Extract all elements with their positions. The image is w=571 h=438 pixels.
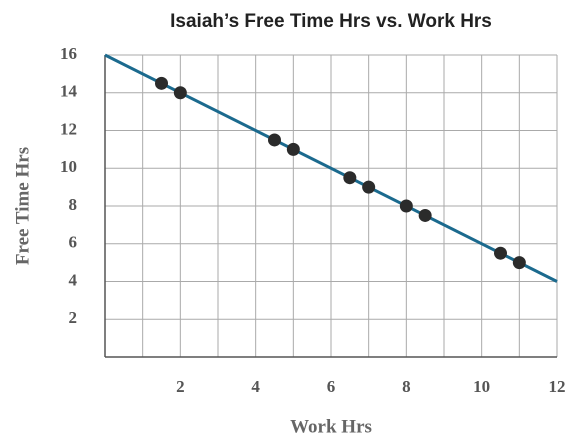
x-tick-label: 12 <box>549 377 566 396</box>
y-tick-label: 2 <box>69 308 78 327</box>
x-tick-label: 10 <box>473 377 490 396</box>
x-tick-label: 2 <box>176 377 185 396</box>
x-axis-label: Work Hrs <box>290 416 372 437</box>
y-tick-label: 14 <box>60 82 78 101</box>
point <box>362 180 376 194</box>
y-tick-label: 4 <box>69 270 78 289</box>
y-tick-label: 8 <box>69 195 78 214</box>
x-tick-label: 8 <box>402 377 411 396</box>
point <box>512 256 526 270</box>
chart-title: Isaiah’s Free Time Hrs vs. Work Hrs <box>170 11 492 32</box>
y-axis-label: Free Time Hrs <box>12 147 33 265</box>
y-tick-label: 12 <box>60 119 77 138</box>
point <box>173 86 187 100</box>
point <box>399 199 413 213</box>
x-tick-label: 6 <box>327 377 336 396</box>
point <box>418 208 432 222</box>
y-tick-label: 10 <box>60 157 77 176</box>
point <box>343 171 357 185</box>
y-tick-label: 6 <box>69 233 78 252</box>
point <box>155 76 168 90</box>
x-tick-label: 4 <box>251 377 260 396</box>
point <box>494 246 507 260</box>
point <box>286 142 300 156</box>
y-tick-label: 16 <box>60 44 77 63</box>
point <box>268 133 281 147</box>
